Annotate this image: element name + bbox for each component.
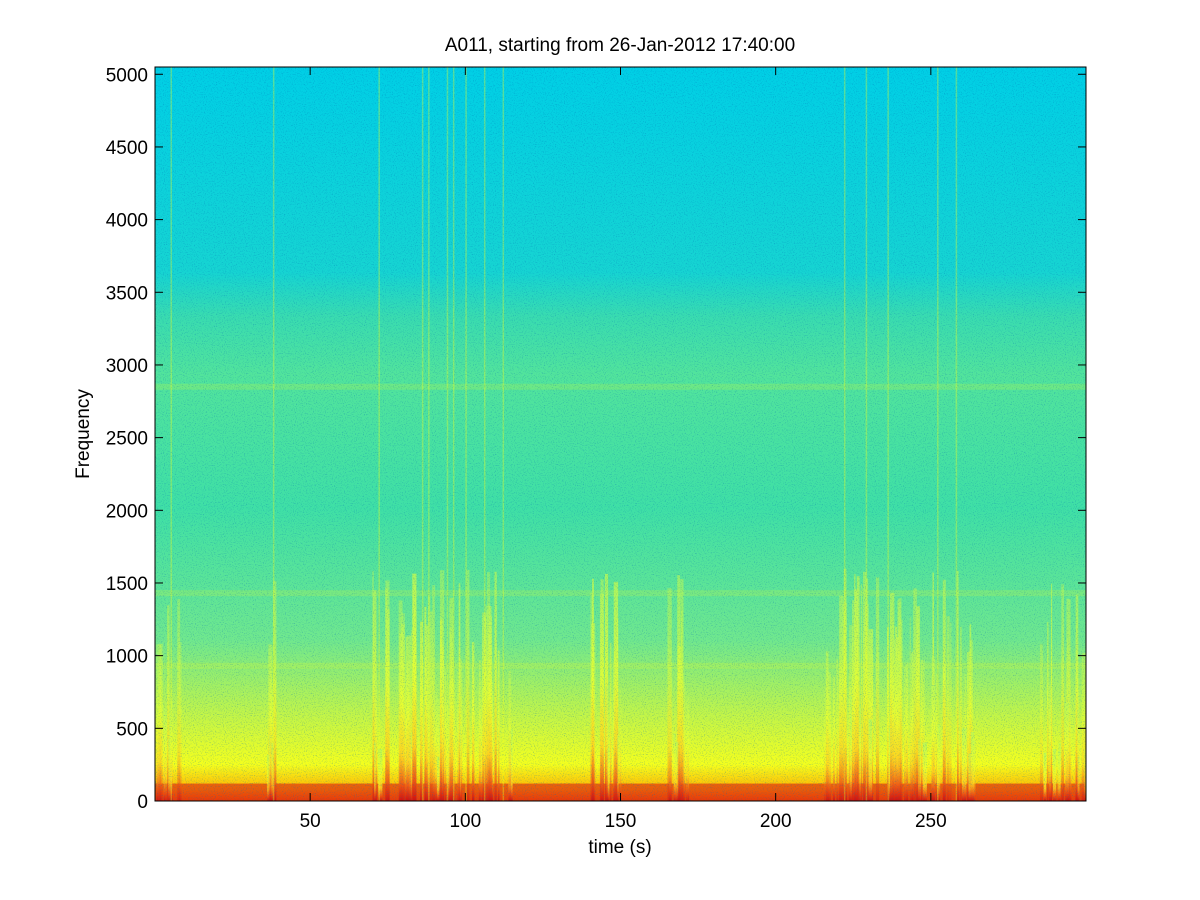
y-tick-label: 1500 [106, 574, 148, 595]
plot-area [155, 67, 1086, 801]
y-tick-label: 3500 [106, 283, 148, 304]
chart-title: A011, starting from 26-Jan-2012 17:40:00 [445, 35, 795, 56]
y-tick-label: 4500 [106, 138, 148, 159]
y-tick-label: 4000 [106, 211, 148, 232]
x-axis: 50 100 150 200 250 [300, 67, 947, 832]
spectrogram-noise [155, 67, 1086, 801]
x-axis-label: time (s) [588, 837, 651, 858]
y-axis: 0 500 1000 1500 2000 2500 3000 3500 4000 4500 5000 [106, 65, 1086, 813]
x-tick-label: 250 [915, 811, 947, 832]
y-tick-label: 2500 [106, 429, 148, 450]
x-tick-label: 200 [760, 811, 792, 832]
x-tick-label: 150 [605, 811, 637, 832]
x-tick-label: 100 [449, 811, 481, 832]
y-tick-label: 1000 [106, 647, 148, 668]
y-tick-label: 0 [137, 792, 148, 813]
y-tick-label: 500 [116, 719, 148, 740]
y-tick-label: 3000 [106, 356, 148, 377]
y-tick-label: 2000 [106, 501, 148, 522]
y-tick-label: 5000 [106, 65, 148, 86]
x-tick-label: 50 [300, 811, 321, 832]
y-axis-label: Frequency [73, 389, 94, 479]
